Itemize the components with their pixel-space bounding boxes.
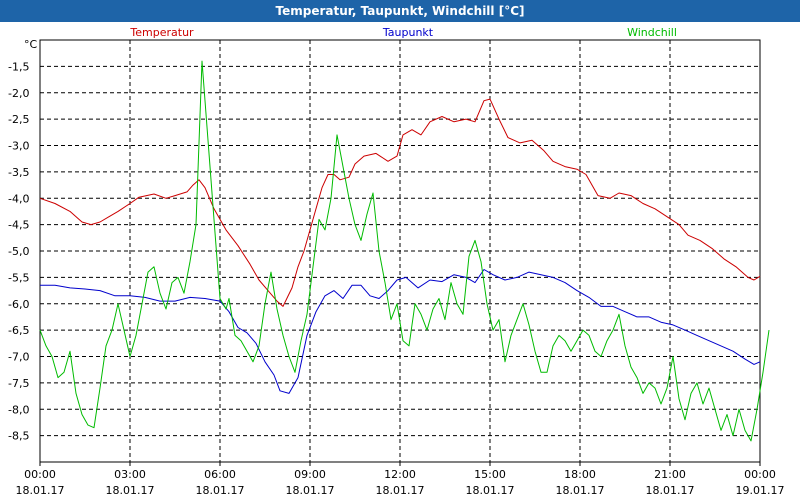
x-tick-time: 18:00 [564,468,596,481]
y-tick-label: -7,0 [8,351,29,364]
x-tick-time: 21:00 [654,468,686,481]
x-tick-time: 00:00 [744,468,776,481]
y-tick-label: -5,0 [8,245,29,258]
y-tick-label: -2,5 [8,113,29,126]
x-tick-time: 09:00 [294,468,326,481]
y-tick-label: -1,5 [8,60,29,73]
x-tick-date: 18.01.17 [196,484,245,497]
y-axis-unit: °C [24,38,38,51]
legend-taupunkt: Taupunkt [382,26,434,39]
x-tick-time: 06:00 [204,468,236,481]
y-tick-label: -6,5 [8,324,29,337]
y-tick-label: -3,0 [8,140,29,153]
legend-temperatur: Temperatur [129,26,194,39]
x-tick-date: 18.01.17 [286,484,335,497]
series-line-temperatur [39,98,761,307]
x-tick-date: 18.01.17 [556,484,605,497]
y-tick-label: -5,5 [8,271,29,284]
window-title: Temperatur, Taupunkt, Windchill [°C] [0,0,800,22]
legend-windchill: Windchill [627,26,677,39]
plot-frame [39,39,761,463]
x-tick-date: 18.01.17 [466,484,515,497]
y-tick-label: -8,5 [8,430,29,443]
x-tick-date: 18.01.17 [106,484,155,497]
x-tick-time: 15:00 [474,468,506,481]
y-tick-label: -7,5 [8,377,29,390]
x-tick-date: 18.01.17 [646,484,695,497]
x-tick-time: 03:00 [114,468,146,481]
y-tick-label: -3,5 [8,166,29,179]
y-tick-label: -2,0 [8,87,29,100]
y-tick-label: -4,5 [8,219,29,232]
series-line-windchill [39,60,770,442]
x-tick-date: 18.01.17 [376,484,425,497]
y-tick-label: -8,0 [8,403,29,416]
y-tick-label: -4,0 [8,192,29,205]
series-line-taupunkt [40,269,761,394]
x-tick-date: 19.01.17 [736,484,785,497]
x-tick-date: 18.01.17 [16,484,65,497]
y-tick-label: -6,0 [8,298,29,311]
x-tick-time: 12:00 [384,468,416,481]
x-tick-time: 00:00 [24,468,56,481]
